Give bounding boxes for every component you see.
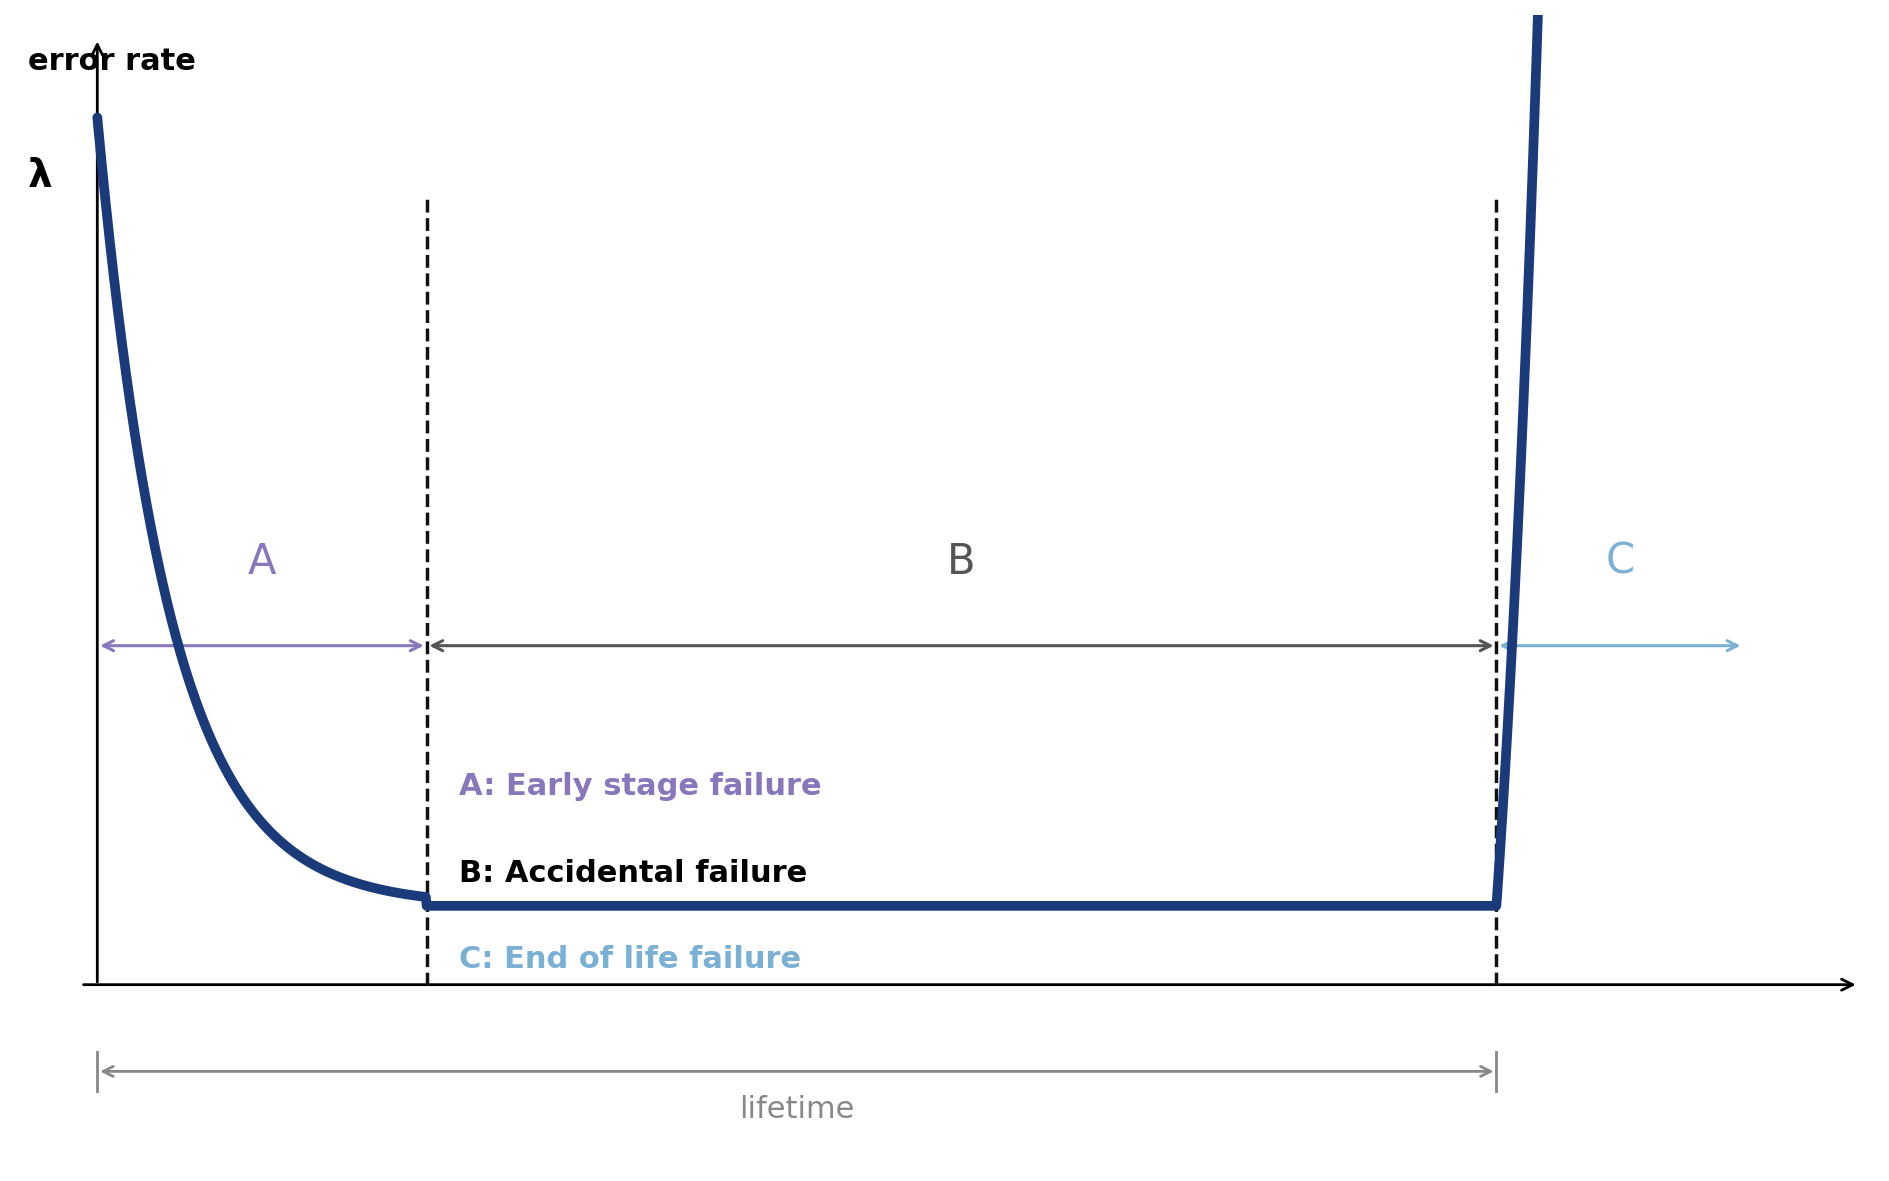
Text: C: C bbox=[1604, 541, 1634, 582]
Text: A: A bbox=[247, 541, 276, 582]
Text: A: Early stage failure: A: Early stage failure bbox=[459, 772, 822, 801]
Text: error rate: error rate bbox=[28, 46, 196, 76]
Text: λ: λ bbox=[28, 157, 53, 195]
Text: lifetime: lifetime bbox=[739, 1095, 854, 1124]
Text: C: End of life failure: C: End of life failure bbox=[459, 945, 801, 974]
Text: B: B bbox=[946, 541, 975, 582]
Text: B: Accidental failure: B: Accidental failure bbox=[459, 859, 807, 888]
